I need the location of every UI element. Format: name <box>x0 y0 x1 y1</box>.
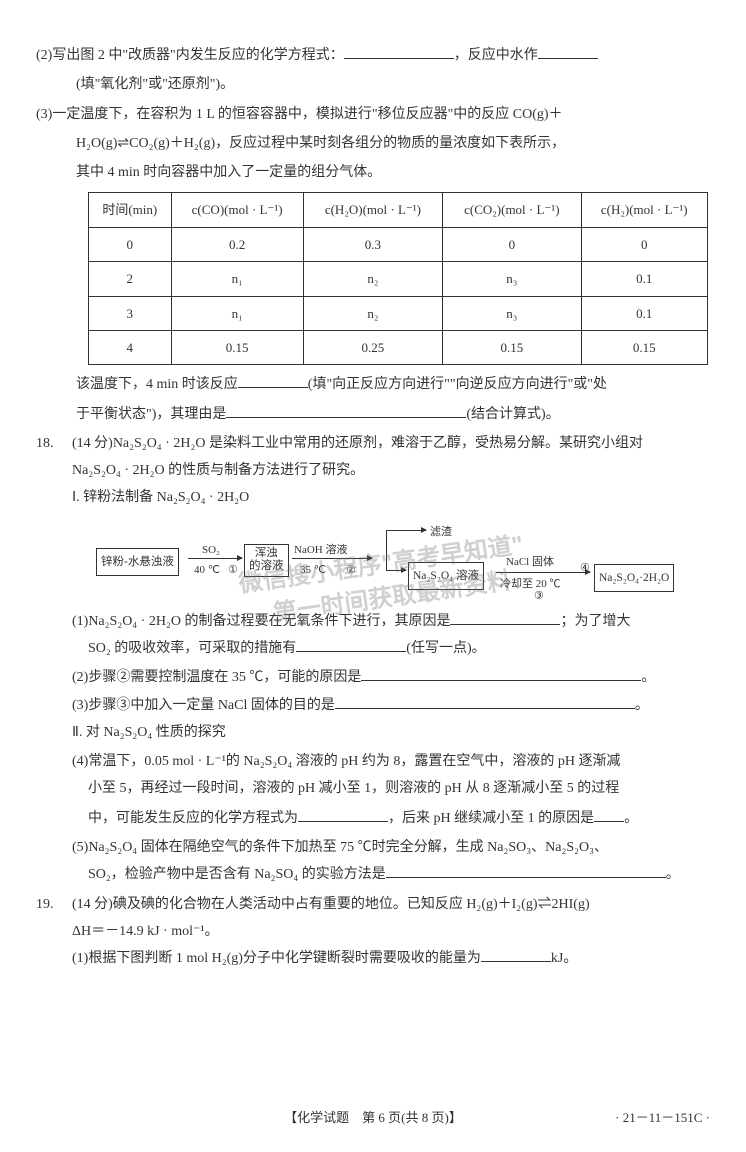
q18-sq5-l2: SO₂，检验产物中是否含有 Na₂SO₄ 的实验方法是。 <box>36 861 710 888</box>
q2-line2: (填"氧化剂"或"还原剂")。 <box>36 71 710 98</box>
flow-box3: Na₂S₂O₄ 溶液 <box>408 562 484 590</box>
table-row: 40.150.250.150.15 <box>89 330 708 364</box>
th-h2o: c(H₂O)(mol · L⁻¹) <box>303 193 442 227</box>
q18-sq1: (1)Na₂S₂O₄ · 2H₂O 的制备过程要在无氧条件下进行，其原因是；为了… <box>36 608 710 635</box>
q18-number: 18. <box>36 430 72 512</box>
flow-box1: 锌粉-水悬浊液 <box>96 548 179 576</box>
q18-sq1-line2: SO₂ 的吸收效率，可采取的措施有(任写一点)。 <box>36 635 710 662</box>
concentration-table: 时间(min) c(CO)(mol · L⁻¹) c(H₂O)(mol · L⁻… <box>88 192 708 365</box>
flow-box2: 浑浊的溶液 <box>244 544 289 578</box>
q3-after-line1: 该温度下，4 min 时该反应(填"向正反应方向进行""向逆反应方向进行"或"处 <box>36 371 710 398</box>
q19-sq1: (1)根据下图判断 1 mol H₂(g)分子中化学键断裂时需要吸收的能量为kJ… <box>36 945 710 972</box>
q19-number: 19. <box>36 891 72 946</box>
q19-head-b: ΔH＝－14.9 kJ · mol⁻¹。 <box>72 918 710 945</box>
q18-head: 18. (14 分)Na₂S₂O₄ · 2H₂O 是染料工业中常用的还原剂，难溶… <box>36 430 710 512</box>
q18-section2: Ⅱ. 对 Na₂S₂O₄ 性质的探究 <box>36 719 710 746</box>
q18-sq3: (3)步骤③中加入一定量 NaCl 固体的目的是。 <box>36 692 710 719</box>
q2-line1: (2)写出图 2 中"改质器"内发生反应的化学方程式： ，反应中水作 <box>36 42 710 69</box>
q18-sq4-l1: (4)常温下，0.05 mol · L⁻¹的 Na₂S₂O₄ 溶液的 pH 约为… <box>36 748 710 775</box>
footer-center: 【化学试题 第 6 页(共 8 页)】 <box>36 1105 710 1130</box>
table-row: 2n₁n₂n₃0.1 <box>89 262 708 296</box>
q19-head-a: (14 分)碘及碘的化合物在人类活动中占有重要的地位。已知反应 H₂(g)＋I₂… <box>72 891 710 918</box>
th-h2: c(H₂)(mol · L⁻¹) <box>581 193 707 227</box>
q18-sq4-l2: 小至 5，再经过一段时间，溶液的 pH 减小至 1，则溶液的 pH 从 8 逐渐… <box>36 775 710 802</box>
q19-head: 19. (14 分)碘及碘的化合物在人类活动中占有重要的地位。已知反应 H₂(g… <box>36 891 710 946</box>
page-footer: 【化学试题 第 6 页(共 8 页)】 · 21－11－151C · <box>36 1105 710 1130</box>
q3-line3: 其中 4 min 时向容器中加入了一定量的组分气体。 <box>36 159 710 186</box>
flow-box4: Na₂S₂O₄·2H₂O <box>594 564 674 592</box>
q18-section1: Ⅰ. 锌粉法制备 Na₂S₂O₄ · 2H₂O <box>72 484 710 511</box>
th-co: c(CO)(mol · L⁻¹) <box>171 193 303 227</box>
q3-line1: (3)一定温度下，在容积为 1 L 的恒容容器中，模拟进行"移位反应器"中的反应… <box>36 101 710 128</box>
th-time: 时间(min) <box>89 193 172 227</box>
footer-right: · 21－11－151C · <box>615 1105 710 1130</box>
q2-text-b: ，反应中水作 <box>454 48 538 63</box>
q18-sq2: (2)步骤②需要控制温度在 35 ℃，可能的原因是。 <box>36 664 710 691</box>
table-row: 3n₁n₂n₃0.1 <box>89 296 708 330</box>
table-header-row: 时间(min) c(CO)(mol · L⁻¹) c(H₂O)(mol · L⁻… <box>89 193 708 227</box>
flow-split-top: 滤渣 <box>430 522 452 543</box>
q3-line2: H₂O(g)⇌CO₂(g)＋H₂(g)，反应过程中某时刻各组分的物质的量浓度如下… <box>36 130 710 157</box>
th-co2: c(CO₂)(mol · L⁻¹) <box>443 193 581 227</box>
flowchart: 锌粉-水悬浊液 SO₂ 40 ℃ ① 浑浊的溶液 NaOH 溶液 35 ℃ ② … <box>96 520 710 600</box>
q18-sq5-l1: (5)Na₂S₂O₄ 固体在隔绝空气的条件下加热至 75 ℃时完全分解，生成 N… <box>36 834 710 861</box>
q18-head-b: Na₂S₂O₄ · 2H₂O 的性质与制备方法进行了研究。 <box>72 457 710 484</box>
q2-text-a: (2)写出图 2 中"改质器"内发生反应的化学方程式： <box>36 48 344 63</box>
table-row: 00.20.300 <box>89 227 708 261</box>
q18-head-a: (14 分)Na₂S₂O₄ · 2H₂O 是染料工业中常用的还原剂，难溶于乙醇，… <box>72 430 710 457</box>
q18-sq4-l3: 中，可能发生反应的化学方程式为，后来 pH 继续减小至 1 的原因是。 <box>36 805 710 832</box>
q3-after-line2: 于平衡状态")，其理由是(结合计算式)。 <box>36 401 710 428</box>
